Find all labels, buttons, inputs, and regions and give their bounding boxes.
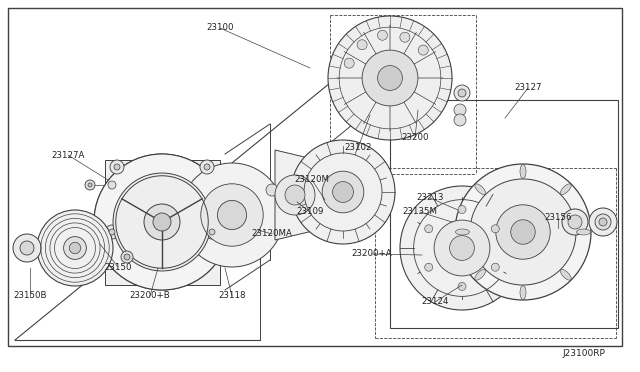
- Circle shape: [285, 185, 305, 205]
- Bar: [390, 100, 618, 328]
- Circle shape: [434, 220, 490, 276]
- Text: J23100RP: J23100RP: [562, 349, 605, 358]
- Circle shape: [458, 282, 466, 291]
- Circle shape: [88, 183, 92, 187]
- Circle shape: [201, 184, 263, 246]
- Ellipse shape: [561, 184, 571, 195]
- Circle shape: [108, 181, 116, 189]
- Circle shape: [492, 225, 499, 233]
- Circle shape: [110, 160, 124, 174]
- Text: 23120MA: 23120MA: [252, 230, 292, 238]
- Bar: [105, 160, 220, 285]
- Circle shape: [322, 171, 364, 213]
- Circle shape: [204, 164, 210, 170]
- Circle shape: [492, 263, 499, 271]
- Ellipse shape: [520, 286, 526, 299]
- Circle shape: [105, 225, 119, 239]
- Circle shape: [94, 154, 230, 290]
- Circle shape: [378, 65, 403, 90]
- Circle shape: [200, 160, 214, 174]
- Text: 23127A: 23127A: [51, 151, 84, 160]
- Circle shape: [496, 205, 550, 259]
- Circle shape: [37, 210, 113, 286]
- Text: 23118: 23118: [218, 292, 246, 301]
- Polygon shape: [275, 150, 317, 240]
- Circle shape: [454, 114, 466, 126]
- Circle shape: [458, 206, 466, 214]
- Circle shape: [568, 215, 582, 229]
- Circle shape: [63, 237, 86, 259]
- Text: 23109: 23109: [296, 208, 324, 217]
- Text: 23120M: 23120M: [294, 176, 330, 185]
- Text: 23150B: 23150B: [13, 292, 47, 301]
- Circle shape: [109, 229, 115, 235]
- Circle shape: [344, 58, 354, 68]
- Circle shape: [419, 45, 428, 55]
- Circle shape: [144, 204, 180, 240]
- Circle shape: [511, 220, 535, 244]
- Text: 23156: 23156: [544, 214, 572, 222]
- Ellipse shape: [577, 229, 591, 235]
- Text: 23102: 23102: [344, 144, 372, 153]
- Ellipse shape: [561, 269, 571, 280]
- Circle shape: [153, 213, 171, 231]
- Circle shape: [291, 140, 395, 244]
- Circle shape: [599, 218, 607, 226]
- Circle shape: [121, 251, 133, 263]
- Text: 23124: 23124: [421, 298, 449, 307]
- Ellipse shape: [456, 229, 470, 235]
- Text: 23200: 23200: [401, 134, 429, 142]
- Circle shape: [425, 225, 433, 233]
- Circle shape: [595, 214, 611, 230]
- Circle shape: [94, 154, 230, 290]
- Circle shape: [113, 173, 211, 271]
- Circle shape: [454, 104, 466, 116]
- Circle shape: [205, 225, 219, 239]
- Circle shape: [85, 180, 95, 190]
- Circle shape: [266, 184, 278, 196]
- Circle shape: [218, 201, 246, 230]
- Text: 23150: 23150: [104, 263, 132, 272]
- Circle shape: [589, 208, 617, 236]
- Circle shape: [400, 32, 410, 42]
- Circle shape: [425, 263, 433, 271]
- Circle shape: [114, 164, 120, 170]
- Circle shape: [69, 242, 81, 254]
- Ellipse shape: [475, 269, 486, 280]
- Text: 23100: 23100: [206, 23, 234, 32]
- Circle shape: [458, 89, 466, 97]
- Circle shape: [454, 85, 470, 101]
- Circle shape: [357, 40, 367, 50]
- Circle shape: [124, 254, 130, 260]
- Ellipse shape: [520, 164, 526, 179]
- Text: 23135M: 23135M: [403, 208, 438, 217]
- Circle shape: [362, 50, 418, 106]
- Circle shape: [449, 235, 474, 260]
- Text: 23200+B: 23200+B: [130, 292, 170, 301]
- Circle shape: [562, 209, 588, 235]
- Text: 23200+A: 23200+A: [352, 250, 392, 259]
- Circle shape: [180, 163, 284, 267]
- Circle shape: [378, 30, 387, 40]
- Circle shape: [275, 175, 315, 215]
- Circle shape: [400, 186, 524, 310]
- Ellipse shape: [475, 184, 486, 195]
- Circle shape: [333, 182, 353, 202]
- Circle shape: [328, 16, 452, 140]
- Circle shape: [455, 164, 591, 300]
- Circle shape: [209, 229, 215, 235]
- Text: 23127: 23127: [515, 83, 541, 93]
- Circle shape: [470, 179, 576, 285]
- Circle shape: [13, 234, 41, 262]
- Circle shape: [20, 241, 34, 255]
- Text: 23213: 23213: [416, 193, 444, 202]
